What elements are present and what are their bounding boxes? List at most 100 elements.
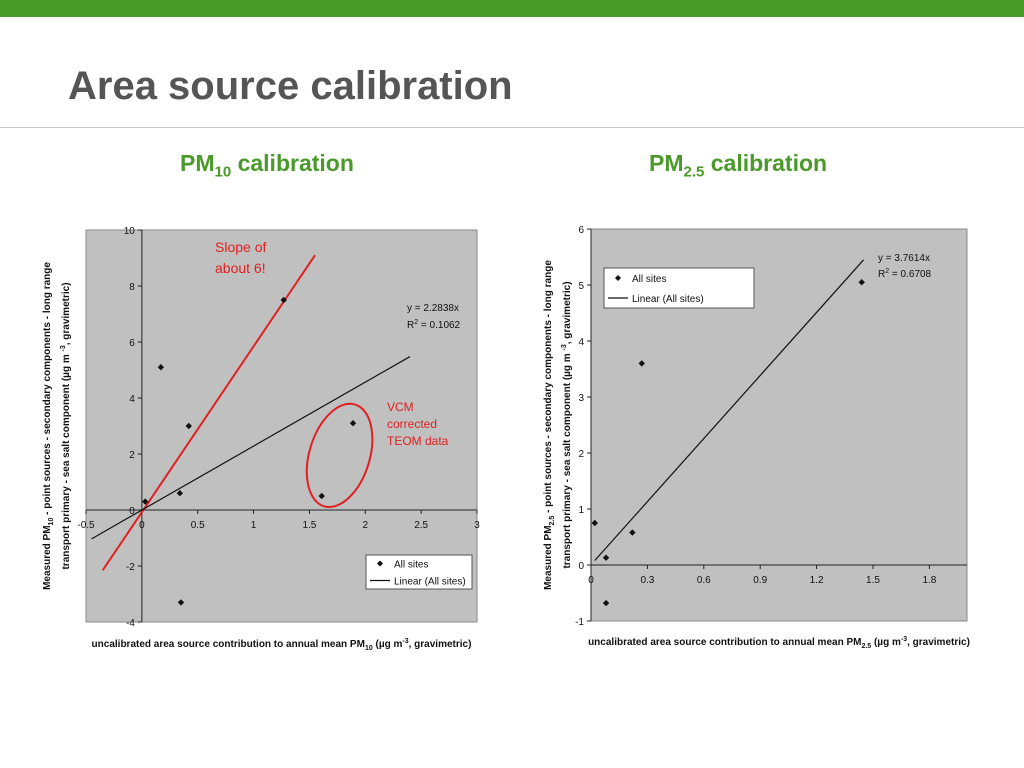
y-axis-label-line1-post-pm25: - point sources - secondary components -… (543, 260, 554, 516)
heading-pm25-sub: 2.5 (683, 163, 705, 181)
trendline-pm25 (594, 259, 865, 561)
y-axis-label-line1-pre-pm10: Measured PM (42, 525, 53, 589)
data-point-pm10 (177, 599, 185, 606)
y-axis-label-line1-sub-pm10: 10 (48, 518, 55, 526)
y-axis-label-line2-pre-pm25: transport primary - sea salt component (… (562, 351, 573, 569)
y-axis-label-line1-post-pm10: - point sources - secondary components -… (42, 262, 53, 518)
title-divider (0, 127, 1024, 128)
legend-marker-points-pm10 (377, 560, 383, 567)
y-axis-label-line1-pm25: Measured PM2.5 - point sources - seconda… (543, 260, 556, 590)
chart-heading-pm25: PM2.5 calibration (649, 150, 827, 181)
y-axis-label-line2-pre-pm10: transport primary - sea salt component (… (61, 352, 72, 570)
x-tick-label-pm10: 2 (363, 520, 369, 531)
y-axis-label-line2-pm25: transport primary - sea salt component (… (561, 281, 573, 568)
legend-label-line-pm10: Linear (All sites) (394, 577, 466, 588)
r2-label-pm10: R2 = 0.1062 (407, 319, 461, 331)
x-tick-label-pm10: 0.5 (191, 520, 205, 531)
heading-pm10-rest: calibration (231, 150, 354, 176)
r2-label-r-pm10: R (407, 320, 414, 331)
x-axis-label-mid-pm25: (µg m (871, 637, 901, 648)
y-axis-label-line1-pre-pm25: Measured PM (543, 525, 554, 589)
y-axis-label-line2-sup-pm25: -3 (561, 344, 568, 350)
r2-label-sup-pm25: 2 (885, 268, 889, 275)
x-tick-label-pm25: 0 (588, 575, 594, 586)
x-tick-label-pm25: 0.3 (640, 575, 654, 586)
y-tick-label-pm25: 5 (578, 281, 584, 292)
y-axis-label-line1-sub-pm25: 2.5 (549, 516, 556, 526)
y-tick-label-pm10: -4 (126, 618, 135, 629)
x-tick-label-pm25: 1.2 (810, 575, 824, 586)
y-tick-label-pm10: 0 (129, 506, 135, 517)
y-tick-label-pm25: 1 (578, 505, 584, 516)
heading-pm10-main: PM (180, 150, 215, 176)
x-tick-label-pm25: 1.5 (866, 575, 880, 586)
x-tick-label-pm25: 1.8 (922, 575, 936, 586)
x-axis-label-mid-pm10: (µg m (373, 639, 403, 650)
x-tick-label-pm10: 0 (139, 520, 145, 531)
equation-label-pm25: y = 3.7614x (878, 253, 930, 264)
y-tick-label-pm25: 6 (578, 225, 584, 236)
chart-heading-pm10: PM10 calibration (180, 150, 354, 181)
vcm-note-line2-pm10: corrected (387, 417, 437, 431)
legend-box-pm10 (365, 554, 473, 590)
x-axis-label-sub-pm25: 2.5 (861, 643, 871, 650)
y-tick-label-pm10: 4 (129, 394, 135, 405)
data-point-pm25 (591, 519, 598, 527)
y-tick-label-pm10: 6 (129, 338, 135, 349)
y-tick-label-pm10: -2 (126, 562, 135, 573)
legend-label-points-pm25: All sites (632, 274, 666, 285)
top-accent-bar (0, 0, 1024, 17)
x-axis-label-pre-pm10: uncalibrated area source contribution to… (92, 639, 365, 650)
y-tick-label-pm25: 0 (578, 561, 584, 572)
y-tick-label-pm25: 4 (578, 337, 584, 348)
y-tick-label-pm25: 2 (578, 449, 584, 460)
y-tick-label-pm10: 2 (129, 450, 135, 461)
data-point-pm10 (157, 364, 165, 371)
x-axis-label-post-pm10: , gravimetric) (409, 639, 472, 650)
data-point-pm25 (638, 360, 645, 367)
r2-label-pm25: R2 = 0.6708 (878, 268, 932, 280)
r2-label-value-pm25: = 0.6708 (889, 269, 931, 280)
chart-pm10: -0.5 0 0.5 1 1.5 2 2.5 3 -4 -2 0 2 4 6 8 10 y = 2.2838x R… (42, 226, 480, 652)
x-tick-label-pm10: 3 (474, 520, 480, 531)
y-tick-label-pm25: -1 (575, 617, 584, 628)
x-tick-label-pm10: 1 (251, 520, 257, 531)
r2-label-value-pm10: = 0.1062 (418, 320, 460, 331)
data-point-pm10 (280, 296, 287, 304)
x-axis-label-sup-pm25: -3 (901, 636, 907, 643)
y-tick-label-pm25: 3 (578, 393, 584, 404)
slide-title: Area source calibration (68, 64, 513, 108)
data-point-pm10 (176, 490, 184, 497)
r2-label-r-pm25: R (878, 269, 885, 280)
legend-marker-points-pm25 (615, 275, 621, 281)
x-axis-label-post-pm25: , gravimetric) (907, 637, 970, 648)
y-axis-label-line2-post-pm10: , gravimetric) (61, 282, 72, 345)
vcm-note-line3-pm10: TEOM data (387, 434, 449, 448)
x-tick-label-pm25: 0.6 (697, 575, 711, 586)
x-axis-label-sub-pm10: 10 (365, 645, 373, 652)
heading-pm10-sub: 10 (214, 163, 232, 181)
data-point-pm25 (858, 279, 865, 286)
y-tick-label-pm10: 8 (129, 282, 135, 293)
x-axis-label-pm25: uncalibrated area source contribution to… (588, 636, 970, 650)
data-point-pm10 (318, 492, 325, 500)
y-axis-label-line2-post-pm25: , gravimetric) (562, 281, 573, 344)
vcm-ellipse-pm10 (305, 402, 374, 509)
slope-note-line1-pm10: Slope of (215, 239, 266, 255)
legend-label-points-pm10: All sites (394, 560, 428, 571)
y-axis-label-line2-pm10: transport primary - sea salt component (… (60, 282, 72, 569)
vcm-note-line1-pm10: VCM (387, 400, 414, 414)
x-tick-label-pm25: 0.9 (753, 575, 767, 586)
trendline-pm10 (91, 356, 411, 540)
x-tick-label-pm10: -0.5 (77, 520, 95, 531)
x-axis-label-sup-pm10: -3 (402, 638, 408, 645)
heading-pm25-main: PM (649, 150, 684, 176)
r2-label-sup-pm10: 2 (414, 319, 418, 326)
x-tick-label-pm10: 1.5 (302, 520, 316, 531)
x-axis-label-pm10: uncalibrated area source contribution to… (92, 638, 472, 652)
x-tick-label-pm10: 2.5 (414, 520, 428, 531)
chart-pm25: 0 0.3 0.6 0.9 1.2 1.5 1.8 -1 0 1 2 3 4 5 6 y = 3.7614x R… (543, 225, 970, 650)
data-point-pm25 (602, 599, 610, 607)
data-point-pm10 (185, 422, 192, 430)
